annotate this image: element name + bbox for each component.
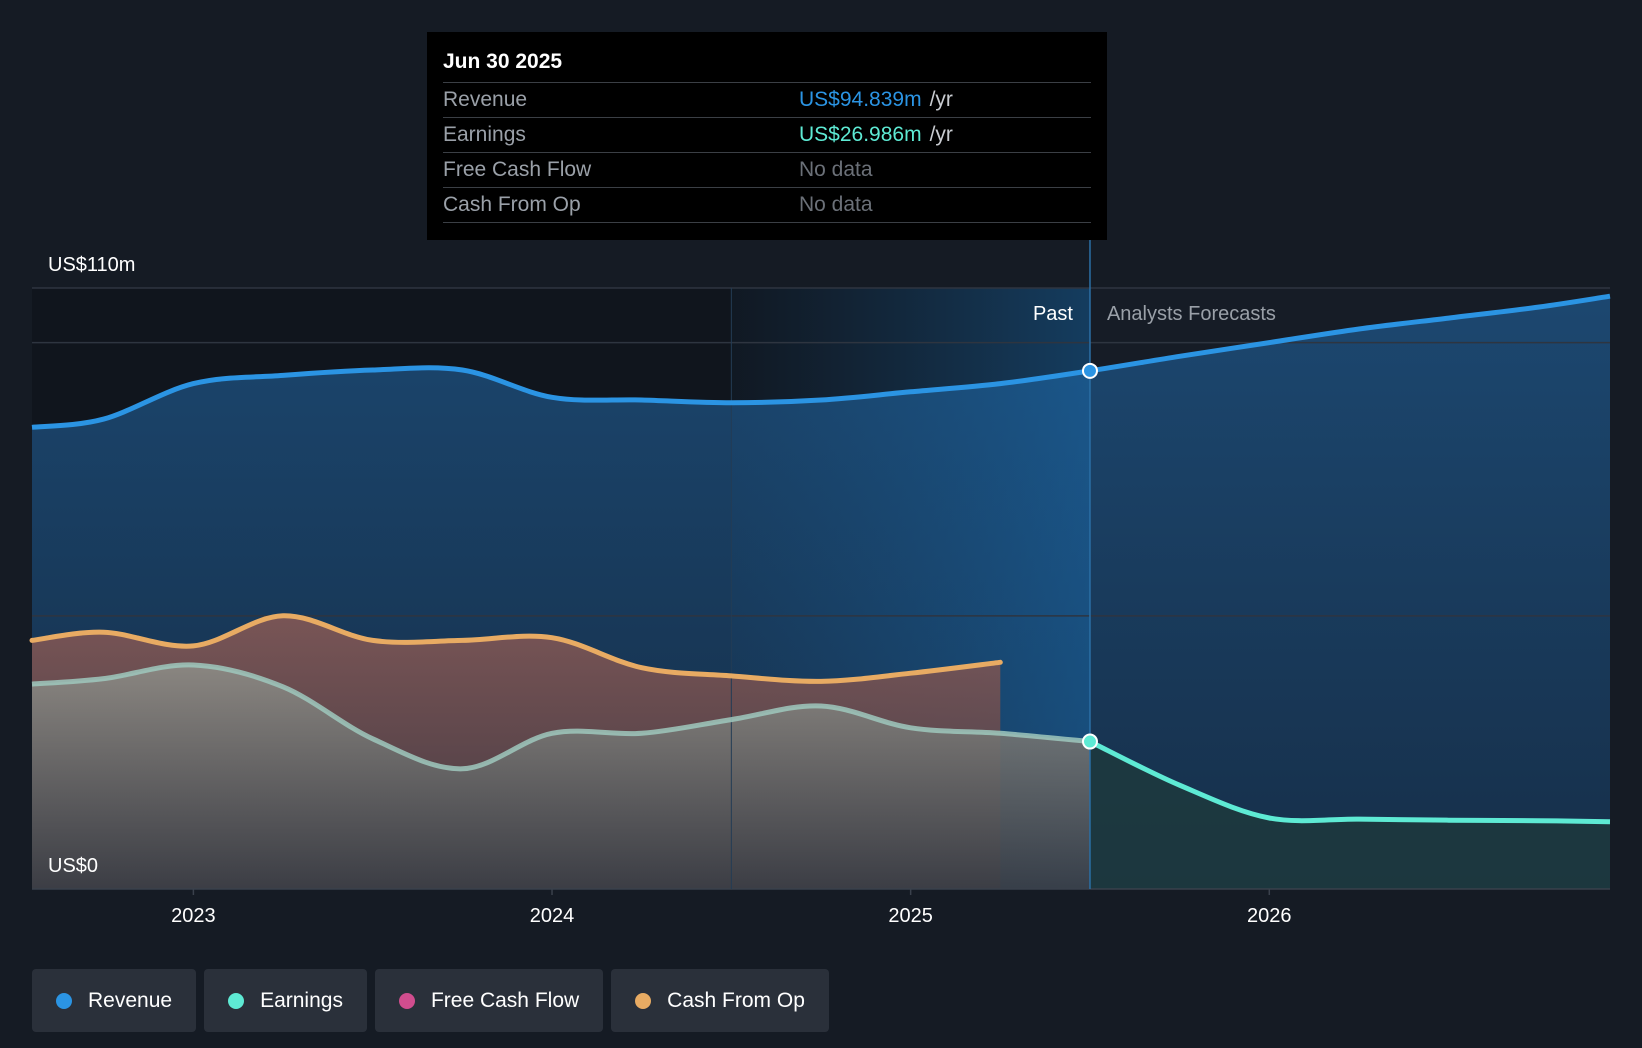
tooltip-value: No data: [799, 193, 873, 216]
tooltip-value: No data: [799, 158, 873, 181]
label-layer: US$110m US$0 2023 2024 2025 2026 Past Analysts …: [48, 254, 1292, 927]
legend-item-free-cash-flow[interactable]: Free Cash Flow: [374, 969, 604, 1032]
tooltip-row-cash-from-op: Cash From Op No data: [443, 187, 1091, 223]
tooltip-unit: /yr: [929, 88, 953, 111]
tooltip-value: US$94.839m: [799, 88, 922, 111]
legend-label: Earnings: [260, 988, 343, 1012]
legend-dot-icon: [398, 992, 415, 1009]
legend-label: Revenue: [88, 988, 173, 1012]
legend-dot-icon: [228, 992, 245, 1009]
x-tick-label: 2026: [1247, 905, 1292, 927]
revenue-line: [31, 293, 1611, 430]
x-tick-label: 2023: [171, 905, 216, 927]
legend-item-cash-from-op[interactable]: Cash From Op: [611, 969, 829, 1032]
earnings-area: [32, 664, 1090, 889]
past-label: Past: [1033, 303, 1073, 325]
tooltip-label: Earnings: [443, 123, 526, 146]
legend-label: Free Cash Flow: [430, 988, 580, 1012]
legend-dot-icon: [635, 992, 652, 1009]
tooltip: Jun 30 2025 Revenue US$94.839m /yr Earni…: [427, 32, 1107, 240]
revenue-marker: [1081, 362, 1098, 379]
y-tick-label: US$0: [48, 855, 98, 877]
tooltip-unit: /yr: [929, 123, 953, 146]
earnings-forecast-line: [1088, 739, 1611, 825]
tooltip-row-earnings: Earnings US$26.986m /yr: [443, 117, 1091, 152]
legend-item-revenue[interactable]: Revenue: [32, 969, 197, 1032]
earnings-forecast-area: [1090, 741, 1610, 889]
tooltip-row-free-cash-flow: Free Cash Flow No data: [443, 152, 1091, 187]
legend-label: Cash From Op: [667, 988, 805, 1012]
legend-dot-icon: [56, 992, 72, 1009]
tooltip-label: Revenue: [443, 88, 528, 111]
earnings-marker: [1081, 733, 1098, 750]
tooltip-value: US$26.986m: [799, 123, 922, 146]
line-layer: [29, 293, 1611, 825]
cash-from-op-line: [29, 613, 1003, 684]
tooltip-date: Jun 30 2025: [443, 50, 563, 73]
y-tick-label: US$110m: [48, 254, 135, 276]
x-tick-label: 2025: [888, 905, 933, 927]
earnings-past-line: [31, 662, 1091, 772]
tooltip-row-revenue: Revenue US$94.839m /yr: [443, 82, 1091, 117]
legend-item-earnings[interactable]: Earnings: [204, 969, 367, 1032]
tooltip-label: Cash From Op: [443, 193, 581, 216]
tooltip-label: Free Cash Flow: [443, 158, 592, 181]
x-tick-label: 2024: [530, 905, 575, 927]
forecast-label: Analysts Forecasts: [1107, 303, 1276, 325]
legend: Revenue Earnings Free Cash Flow Cash Fro…: [32, 969, 829, 1032]
